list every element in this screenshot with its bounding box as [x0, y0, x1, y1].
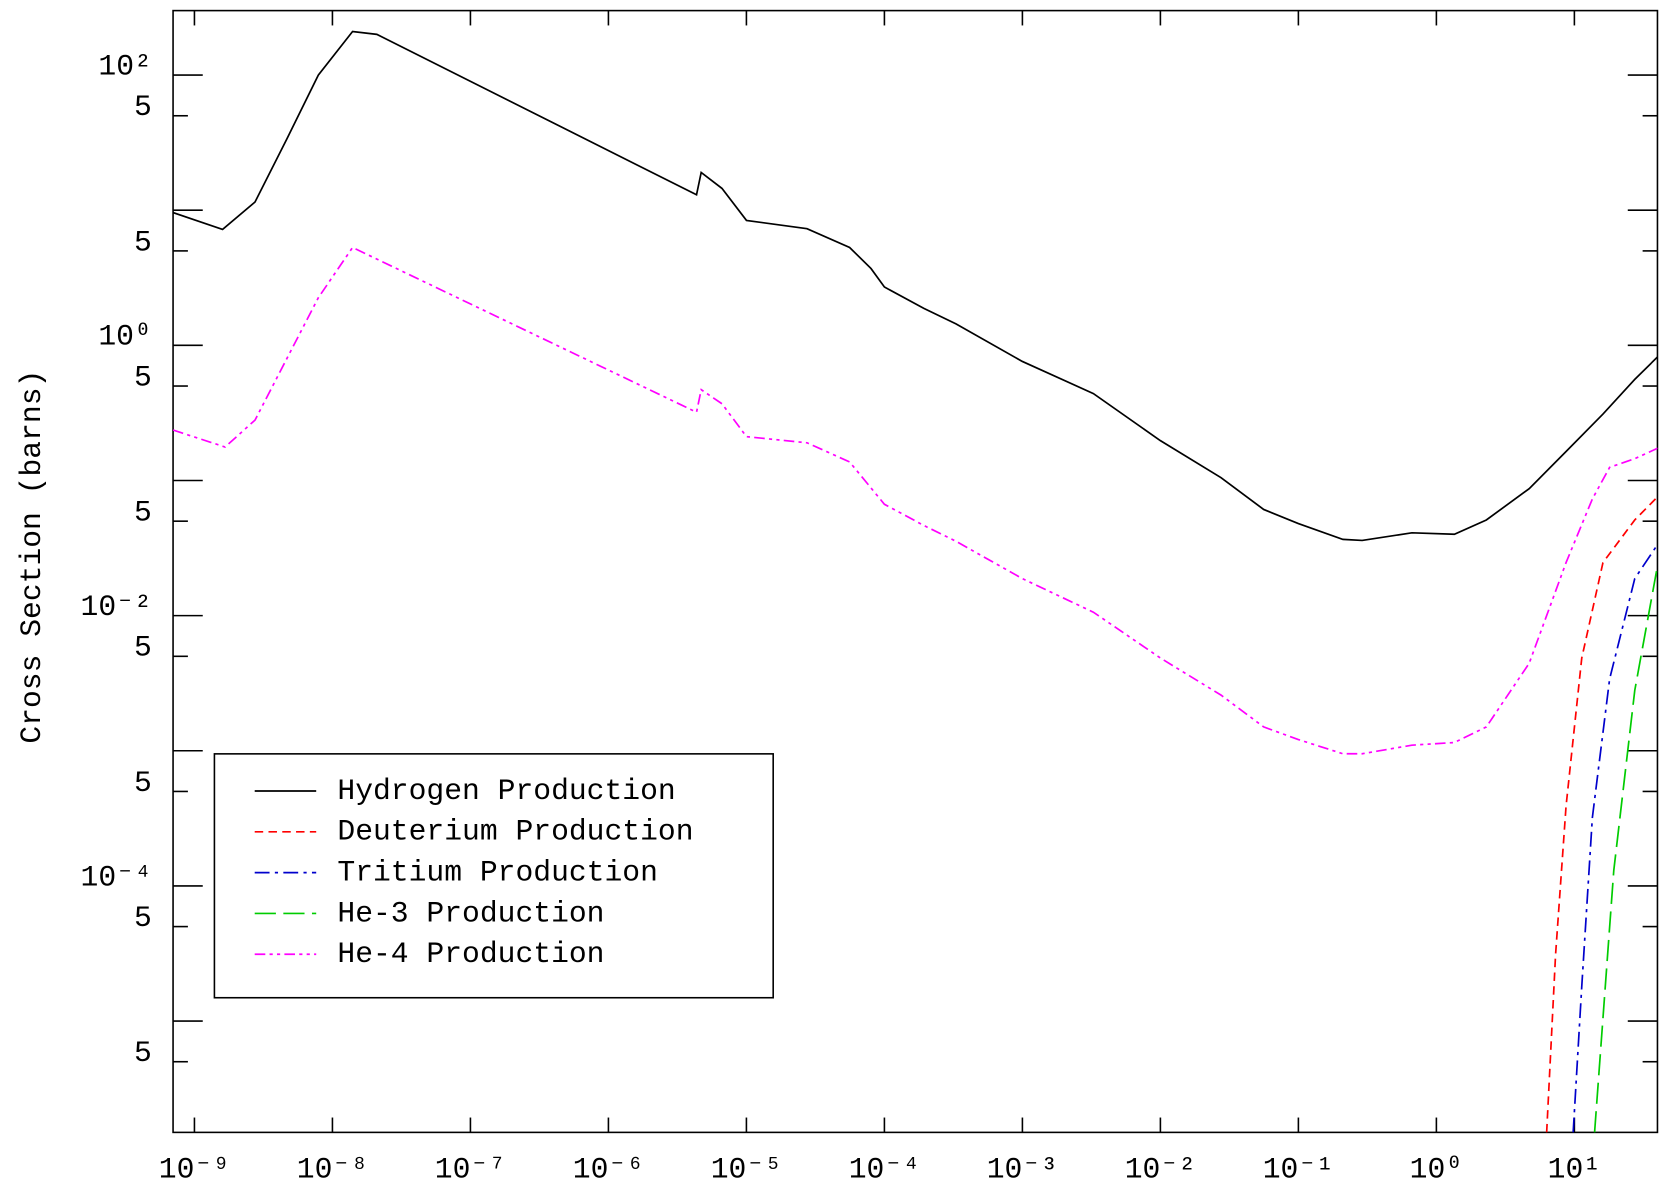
- y-tick-label: 5: [134, 1036, 152, 1070]
- x-tick-label: 10⁻⁵: [711, 1152, 782, 1186]
- y-tick-label: 5: [134, 631, 152, 665]
- x-tick-label: 10⁻⁷: [435, 1152, 506, 1186]
- x-tick-label: 10⁻¹: [1263, 1152, 1334, 1186]
- plot-frame: [172, 9, 1659, 1134]
- legend-box: [213, 753, 774, 999]
- y-tick-label: 5: [134, 225, 152, 259]
- y-tick-label: 5: [134, 90, 152, 124]
- y-tick-label: 10²: [98, 49, 151, 83]
- legend-label: Hydrogen Production: [337, 774, 675, 808]
- series-line: [173, 246, 1658, 755]
- y-axis-label: Cross Section (barns): [15, 370, 49, 744]
- series-line: [173, 30, 1658, 542]
- y-tick-label: 5: [134, 496, 152, 530]
- legend-label: Deuterium Production: [337, 815, 693, 849]
- y-tick-label: 5: [134, 360, 152, 394]
- plot-area: [173, 30, 1658, 1133]
- x-tick-label: 10⁻⁶: [573, 1152, 644, 1186]
- y-tick-label: 10⁻⁴: [81, 860, 152, 894]
- x-tick-label: 10⁰: [1410, 1152, 1463, 1186]
- y-tick-label: 5: [134, 901, 152, 935]
- series-line: [1545, 496, 1658, 1133]
- x-tick-label: 10¹: [1548, 1152, 1601, 1186]
- x-tick-label: 10⁻²: [1125, 1152, 1196, 1186]
- y-tick-label: 10⁻²: [81, 590, 152, 624]
- series-line: [1593, 565, 1658, 1133]
- x-tick-label: 10⁻⁹: [159, 1152, 230, 1186]
- x-tick-label: 10⁻⁸: [297, 1152, 368, 1186]
- x-tick-label: 10⁻⁴: [849, 1152, 920, 1186]
- legend-label: He-4 Production: [337, 937, 604, 971]
- legend-label: Tritium Production: [337, 855, 658, 889]
- y-tick-label: 5: [134, 766, 152, 800]
- y-tick-label: 10⁰: [98, 320, 151, 354]
- legend-label: He-3 Production: [337, 896, 604, 930]
- series-line: [1572, 544, 1658, 1133]
- x-tick-label: 10⁻³: [987, 1152, 1058, 1186]
